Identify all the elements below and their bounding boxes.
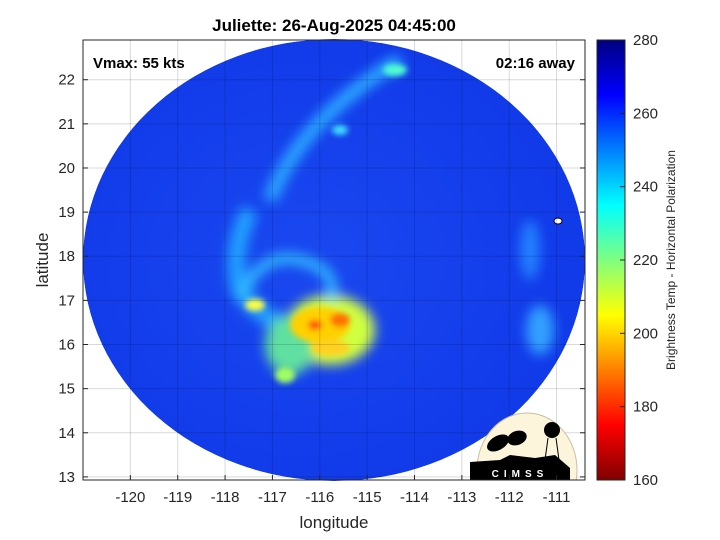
x-tick-label: -115: [353, 489, 382, 506]
y-tick-label: 21: [58, 116, 75, 133]
vmax-label: Vmax: 55 kts: [93, 55, 185, 72]
colorbar-label: Brightness Temp - Horizontal Polarizatio…: [664, 150, 678, 370]
x-tick-label: -114: [400, 489, 429, 506]
x-tick-label: -112: [495, 489, 524, 506]
y-axis: 13 14 15 16 17 18 19 20 21 22: [58, 72, 585, 486]
colorbar-tick-label: 240: [633, 179, 658, 196]
y-tick-label: 13: [58, 469, 75, 486]
x-tick-label: -113: [447, 489, 476, 506]
y-tick-label: 20: [58, 160, 75, 177]
contour-marker: [553, 217, 563, 225]
y-tick-label: 18: [58, 248, 75, 265]
grid-lines: [83, 40, 585, 480]
colorbar-ticks: 160 180 200 220 240 260 280: [620, 32, 658, 489]
y-tick-label: 22: [58, 72, 75, 89]
x-axis-label: longitude: [299, 513, 368, 532]
x-axis: -120 -119 -118 -117 -116 -115 -114 -113 -112 -111: [115, 475, 570, 506]
y-tick-label: 16: [58, 337, 75, 354]
time-away-label: 02:16 away: [496, 55, 576, 72]
colorbar-tick-label: 260: [633, 105, 658, 122]
colorbar-tick-label: 220: [633, 252, 658, 269]
swath-image: [83, 39, 585, 481]
colorbar-tick-label: 200: [633, 325, 658, 342]
cimss-logo: CIMSS: [470, 412, 578, 480]
y-tick-label: 15: [58, 381, 75, 398]
y-tick-label: 17: [58, 292, 75, 309]
x-tick-label: -120: [115, 489, 145, 506]
x-tick-label: -111: [543, 489, 571, 506]
y-tick-label: 14: [58, 425, 75, 442]
x-tick-label: -118: [211, 489, 240, 506]
plot-title: Juliette: 26-Aug-2025 04:45:00: [212, 16, 456, 35]
y-tick-label: 19: [58, 204, 75, 221]
colorbar-tick-label: 160: [633, 472, 658, 489]
x-tick-label: -119: [163, 489, 192, 506]
logo-text: CIMSS: [492, 469, 549, 480]
plot-frame: [82, 39, 586, 481]
x-tick-label: -116: [305, 489, 334, 506]
colorbar-tick-label: 180: [633, 399, 658, 416]
y-axis-label: latitude: [33, 233, 52, 288]
x-tick-label: -117: [258, 489, 287, 506]
colorbar-tick-label: 280: [633, 32, 658, 49]
